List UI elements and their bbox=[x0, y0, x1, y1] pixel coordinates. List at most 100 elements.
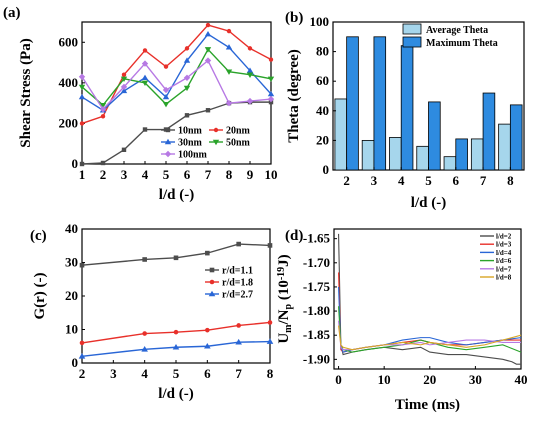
x-tick-label: 2 bbox=[79, 366, 86, 381]
data-point bbox=[162, 101, 170, 108]
x-tick-label: 6 bbox=[204, 366, 211, 381]
data-point bbox=[204, 57, 212, 64]
data-point bbox=[204, 30, 212, 37]
series-line bbox=[81, 340, 271, 357]
x-tick-label: 40 bbox=[515, 372, 528, 387]
x-tick-label: 7 bbox=[205, 167, 212, 182]
panel-d: 0 10 20 30 40 -1.90 -1.85 -1.80 -1.75 -1.70 -1.65 T… bbox=[276, 228, 528, 413]
data-point bbox=[267, 90, 275, 97]
y-tick-label: 60 bbox=[316, 73, 329, 88]
data-point bbox=[225, 44, 233, 50]
data-point bbox=[267, 95, 275, 103]
legend-label: l/d=2 bbox=[496, 233, 512, 241]
y-tick-label: 600 bbox=[59, 34, 79, 49]
x-tick-label: 3 bbox=[121, 167, 128, 182]
legend-marker bbox=[212, 139, 220, 146]
y-tick-label: 20 bbox=[65, 288, 78, 303]
y-axis-title-part: -19 bbox=[276, 267, 287, 280]
data-point bbox=[225, 99, 233, 107]
y-tick-label: 80 bbox=[316, 44, 329, 59]
y-tick-label: 0 bbox=[323, 162, 330, 177]
bar bbox=[443, 156, 457, 171]
bar bbox=[400, 45, 414, 171]
y-tick-label: 400 bbox=[59, 75, 79, 90]
data-point bbox=[225, 69, 233, 75]
data-point bbox=[162, 93, 170, 100]
bar bbox=[389, 137, 402, 171]
legend-label: 50nm bbox=[226, 138, 251, 149]
y-tick-label: 0 bbox=[72, 355, 79, 370]
legend-marker bbox=[209, 279, 215, 285]
legend-marker bbox=[209, 267, 215, 273]
panel-a: 1 2 3 4 5 6 7 8 9 10 0 200 400 600 l/d (-) Shear Stress… bbox=[3, 5, 278, 203]
y-tick-label: 10 bbox=[65, 322, 78, 337]
x-axis-title: Time (ms) bbox=[395, 397, 460, 413]
x-tick-label: 6 bbox=[184, 167, 191, 182]
x-tick-label: 8 bbox=[267, 366, 274, 381]
legend-label: Maximum Theta bbox=[426, 38, 498, 49]
legend-label: Average Theta bbox=[426, 25, 488, 36]
series-line bbox=[338, 233, 521, 365]
legend-label: l/d=3 bbox=[496, 241, 512, 249]
x-tick-label: 4 bbox=[398, 173, 405, 188]
x-tick-label: 3 bbox=[371, 173, 378, 188]
panel-label: (a) bbox=[3, 5, 21, 21]
data-point bbox=[142, 257, 147, 262]
series-line bbox=[81, 243, 271, 266]
legend-label: l/d=8 bbox=[496, 274, 512, 282]
data-point bbox=[184, 113, 190, 118]
panel-c: 2 3 4 5 6 7 8 0 10 20 30 40 l/d (-) G(r) (-) (c) r/d=1.… bbox=[30, 221, 274, 402]
data-point bbox=[205, 250, 210, 256]
y-axis-title: Theta (degree) bbox=[286, 49, 302, 142]
legend-swatch bbox=[402, 36, 422, 48]
data-point bbox=[163, 64, 169, 69]
series-line bbox=[81, 33, 272, 112]
y-tick-label: -1.90 bbox=[303, 351, 330, 366]
x-tick-label: 7 bbox=[235, 366, 242, 381]
data-point bbox=[79, 121, 85, 126]
x-tick-label: 20 bbox=[423, 372, 436, 387]
legend-label: r/d=2.7 bbox=[222, 290, 253, 301]
data-point bbox=[78, 353, 86, 359]
data-point bbox=[184, 46, 190, 51]
series-line bbox=[81, 59, 272, 111]
y-axis-title: Shear Stress (Pa) bbox=[18, 38, 34, 147]
data-point bbox=[205, 22, 211, 28]
bar bbox=[470, 138, 484, 171]
y-tick-label: 30 bbox=[65, 255, 78, 270]
data-point bbox=[78, 73, 86, 80]
x-tick-label: 5 bbox=[425, 173, 432, 188]
data-point bbox=[266, 338, 274, 344]
bar bbox=[498, 123, 511, 171]
x-axis-title: l/d (-) bbox=[159, 187, 194, 203]
data-point bbox=[141, 74, 149, 80]
data-point bbox=[246, 72, 254, 78]
legend-label: r/d=1.1 bbox=[222, 266, 253, 277]
legend-label: l/d=6 bbox=[496, 257, 512, 265]
data-point bbox=[78, 93, 86, 100]
x-tick-label: 3 bbox=[110, 366, 117, 381]
data-point bbox=[78, 84, 86, 91]
legend-marker bbox=[208, 290, 216, 297]
series-line bbox=[338, 286, 522, 353]
data-point bbox=[100, 114, 106, 119]
bar bbox=[334, 98, 348, 171]
x-axis-title: l/d (-) bbox=[158, 386, 193, 402]
x-tick-label: 9 bbox=[247, 167, 254, 182]
data-point bbox=[173, 255, 179, 261]
panel-label: (b) bbox=[285, 10, 303, 26]
bar bbox=[509, 104, 523, 171]
data-point bbox=[226, 28, 232, 34]
y-axis-title-part: U bbox=[276, 333, 292, 344]
series-line bbox=[81, 321, 271, 344]
legend-label: 30nm bbox=[178, 138, 203, 149]
panel-label: (d) bbox=[285, 228, 303, 244]
y-tick-label: 200 bbox=[59, 115, 79, 130]
legend-label: r/d=1.8 bbox=[222, 278, 253, 289]
bar bbox=[361, 139, 375, 171]
data-point bbox=[268, 57, 274, 62]
data-point bbox=[172, 343, 180, 350]
series-line bbox=[81, 48, 272, 107]
